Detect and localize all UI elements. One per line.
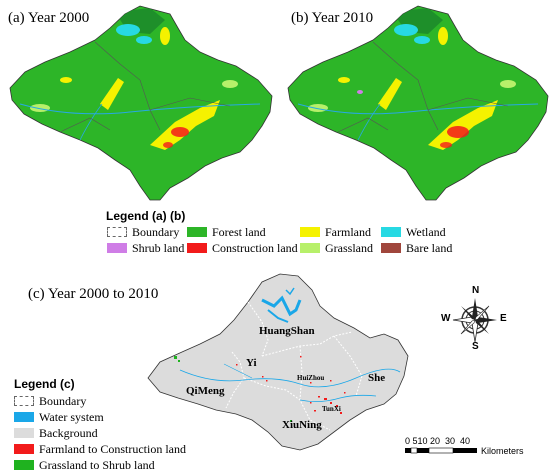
- legend-c-label: Grassland to Shrub land: [39, 457, 155, 472]
- compass-label-s: S: [472, 341, 479, 352]
- legend-ab-item-bare: Bare land: [381, 241, 452, 255]
- county-label-she: She: [368, 372, 386, 384]
- legend-ab-label: Wetland: [406, 224, 446, 239]
- legend-ab-item-boundary: Boundary: [107, 225, 179, 239]
- water-swatch: [14, 412, 34, 422]
- compass-label-e: E: [500, 313, 507, 324]
- legend-ab-label: Forest land: [212, 224, 266, 239]
- bare-swatch: [381, 243, 401, 253]
- legend-ab-label: Grassland: [325, 240, 373, 255]
- county-label-huizhou: HuiZhou: [297, 374, 325, 382]
- panel-b-title: (b) Year 2010: [291, 10, 374, 26]
- panel-a-title: (a) Year 2000: [8, 10, 90, 26]
- background-swatch: [14, 428, 34, 438]
- legend-ab-item-wetland: Wetland: [381, 225, 446, 239]
- county-label-xiuning: XiuNing: [282, 419, 322, 431]
- boundary-swatch: [14, 396, 34, 406]
- legend-ab-label: Bare land: [406, 240, 453, 255]
- compass-rose-icon: [452, 298, 497, 343]
- legend-ab-item-grassland: Grassland: [300, 241, 373, 255]
- county-label-yi: Yi: [246, 357, 257, 369]
- legend-c-heading: Legend (c): [14, 377, 75, 391]
- legend-c-item-water: Water system: [14, 410, 104, 424]
- compass-label-n: N: [472, 285, 480, 296]
- legend-c-item-farm-to-construction: Farmland to Construction land: [14, 442, 186, 456]
- legend-ab-item-construction: Construction land: [187, 241, 298, 255]
- county-label-tunxi: TunXi: [322, 405, 341, 413]
- legend-c-label: Farmland to Construction land: [39, 441, 186, 456]
- construction-swatch: [187, 243, 207, 253]
- legend-ab-label: Shrub land: [132, 240, 185, 255]
- legend-c-label: Boundary: [39, 393, 87, 408]
- county-label-qimeng: QiMeng: [186, 385, 225, 397]
- scale-bar-unit: Kilometers: [481, 446, 524, 456]
- boundary-swatch: [107, 227, 127, 237]
- compass-label-w: W: [441, 313, 451, 324]
- legend-c-item-boundary: Boundary: [14, 394, 86, 408]
- forest-swatch: [187, 227, 207, 237]
- legend-c-item-grass-to-shrub: Grassland to Shrub land: [14, 458, 155, 472]
- legend-c-item-background: Background: [14, 426, 98, 440]
- farm-to-construction-swatch: [14, 444, 34, 454]
- scale-bar-ticks: 0 510 20 30 40: [405, 436, 471, 446]
- grassland-swatch: [300, 243, 320, 253]
- legend-ab-item-forest: Forest land: [187, 225, 266, 239]
- scale-bar: [405, 447, 477, 454]
- legend-ab-item-shrub: Shrub land: [107, 241, 184, 255]
- wetland-swatch: [381, 227, 401, 237]
- change-map-background: [147, 273, 409, 451]
- legend-ab-item-farmland: Farmland: [300, 225, 371, 239]
- county-label-huangshan: HuangShan: [259, 325, 315, 337]
- legend-ab-heading: Legend (a) (b): [106, 209, 186, 223]
- farmland-swatch: [300, 227, 320, 237]
- legend-ab-label: Farmland: [325, 224, 371, 239]
- legend-ab-label: Construction land: [212, 240, 298, 255]
- legend-c-label: Water system: [39, 409, 104, 424]
- grass-to-shrub-swatch: [14, 460, 34, 470]
- legend-ab-label: Boundary: [132, 224, 180, 239]
- shrub-swatch: [107, 243, 127, 253]
- legend-c-label: Background: [39, 425, 98, 440]
- panel-c-title: (c) Year 2000 to 2010: [28, 286, 159, 302]
